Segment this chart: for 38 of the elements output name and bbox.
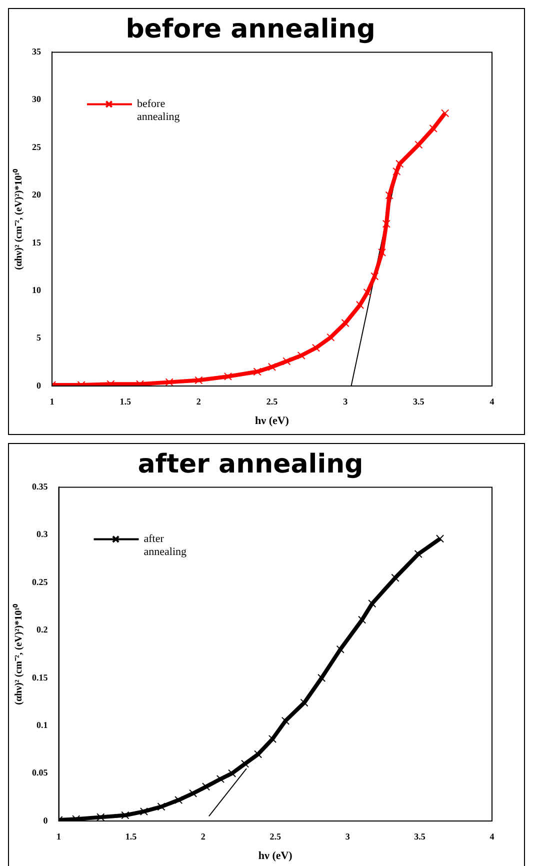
- x-tick-label: 3: [343, 396, 348, 407]
- y-axis-title: (αhν)² (cm⁻², (eV)²)*10¹⁰: [12, 168, 25, 270]
- x-axis-title: hν (eV): [255, 415, 290, 428]
- x-tick-label: 2: [200, 832, 206, 842]
- x-tick-label: 3.5: [414, 832, 426, 842]
- x-tick-label: 1.5: [120, 396, 132, 407]
- x-tick-label: 1: [56, 832, 62, 842]
- y-tick-label: 0.05: [32, 768, 48, 778]
- y-tick-label: 0.25: [32, 576, 48, 587]
- y-tick-label: 25: [32, 142, 42, 152]
- x-tick-label: 1: [50, 396, 55, 407]
- y-tick-label: 0.2: [36, 624, 48, 635]
- y-tick-label: 0: [36, 380, 42, 390]
- legend-label: after annealing: [144, 533, 188, 558]
- y-axis-title: (αhν)² (cm⁻², (eV)²)*10¹⁰: [12, 603, 25, 705]
- y-tick-label: 0.1: [36, 720, 48, 730]
- y-tick-label: 20: [32, 190, 42, 200]
- x-tick-label: 2: [196, 396, 202, 407]
- x-tick-label: 2.5: [266, 396, 278, 407]
- x-tick-label: 2.5: [270, 832, 282, 842]
- y-tick-label: 10: [32, 284, 42, 295]
- y-tick-label: 35: [32, 46, 42, 57]
- x-tick-label: 3.5: [413, 396, 425, 407]
- x-tick-label: 4: [490, 832, 495, 842]
- y-tick-label: 0: [43, 815, 48, 826]
- x-tick-label: 3: [345, 832, 350, 842]
- chart-title: before annealing: [126, 14, 376, 44]
- y-tick-label: 15: [32, 237, 42, 248]
- y-tick-label: 30: [32, 94, 42, 104]
- y-tick-label: 0.15: [32, 672, 48, 682]
- x-tick-label: 4: [490, 396, 495, 407]
- x-axis-title: hν (eV): [258, 850, 293, 862]
- x-tick-label: 1.5: [125, 832, 138, 842]
- legend-label: before annealing: [137, 98, 180, 124]
- y-tick-label: 0.3: [36, 529, 48, 540]
- y-tick-label: 5: [36, 332, 42, 343]
- y-tick-label: 0.35: [32, 482, 48, 492]
- chart-title: after annealing: [138, 449, 364, 480]
